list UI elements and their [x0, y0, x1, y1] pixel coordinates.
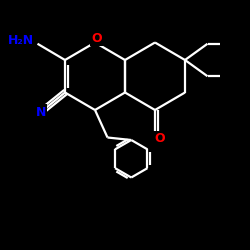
Text: O: O — [154, 132, 165, 145]
Text: H₂N: H₂N — [8, 34, 34, 46]
Text: O: O — [91, 32, 102, 44]
Text: N: N — [36, 106, 46, 119]
